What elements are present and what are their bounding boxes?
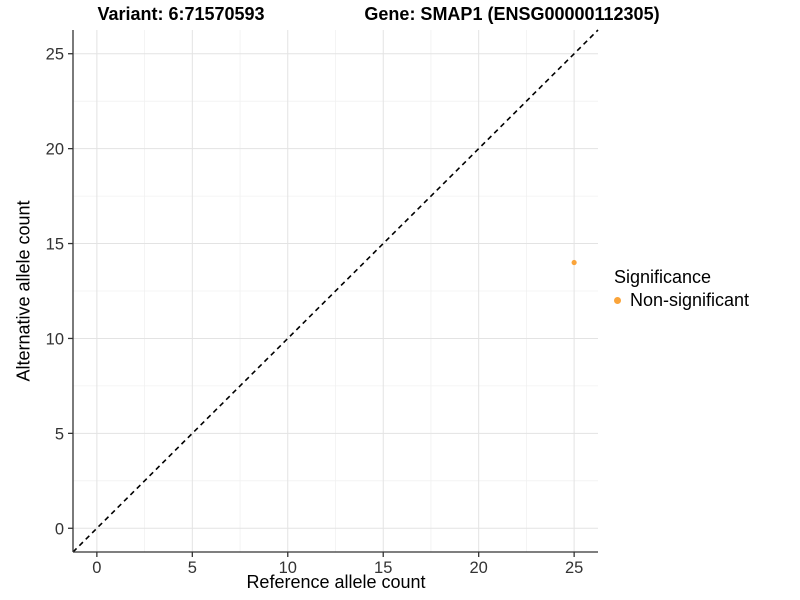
y-tick-label: 5 [55, 425, 64, 443]
x-tick-label: 10 [279, 559, 297, 577]
y-tick-label: 10 [46, 330, 64, 348]
legend-title: Significance [614, 267, 712, 287]
y-axis-label: Alternative allele count [13, 200, 34, 382]
x-tick-label: 0 [92, 559, 101, 577]
plot-title-variant: Variant: 6:71570593 [97, 4, 265, 24]
data-point [571, 259, 577, 266]
y-tick-label: 0 [55, 520, 64, 538]
y-tick-label: 25 [46, 46, 64, 64]
x-axis-label: Reference allele count [246, 572, 426, 592]
legend-item-label: Non-significant [630, 290, 750, 310]
legend-point-circle-icon [614, 296, 621, 304]
x-tick-label: 20 [470, 559, 488, 577]
legend: Significance Non-significant [614, 266, 749, 310]
x-tick-label: 25 [565, 559, 583, 577]
legend-item-non-significant: Non-significant [614, 290, 749, 310]
plot-title-gene: Gene: SMAP1 (ENSG00000112305) [364, 4, 660, 24]
x-tick-label: 15 [374, 559, 392, 577]
y-tick-label: 20 [46, 141, 64, 159]
identity-dashed-line [72, 29, 599, 553]
x-tick-label: 5 [188, 559, 197, 577]
y-tick-label: 15 [46, 236, 64, 254]
